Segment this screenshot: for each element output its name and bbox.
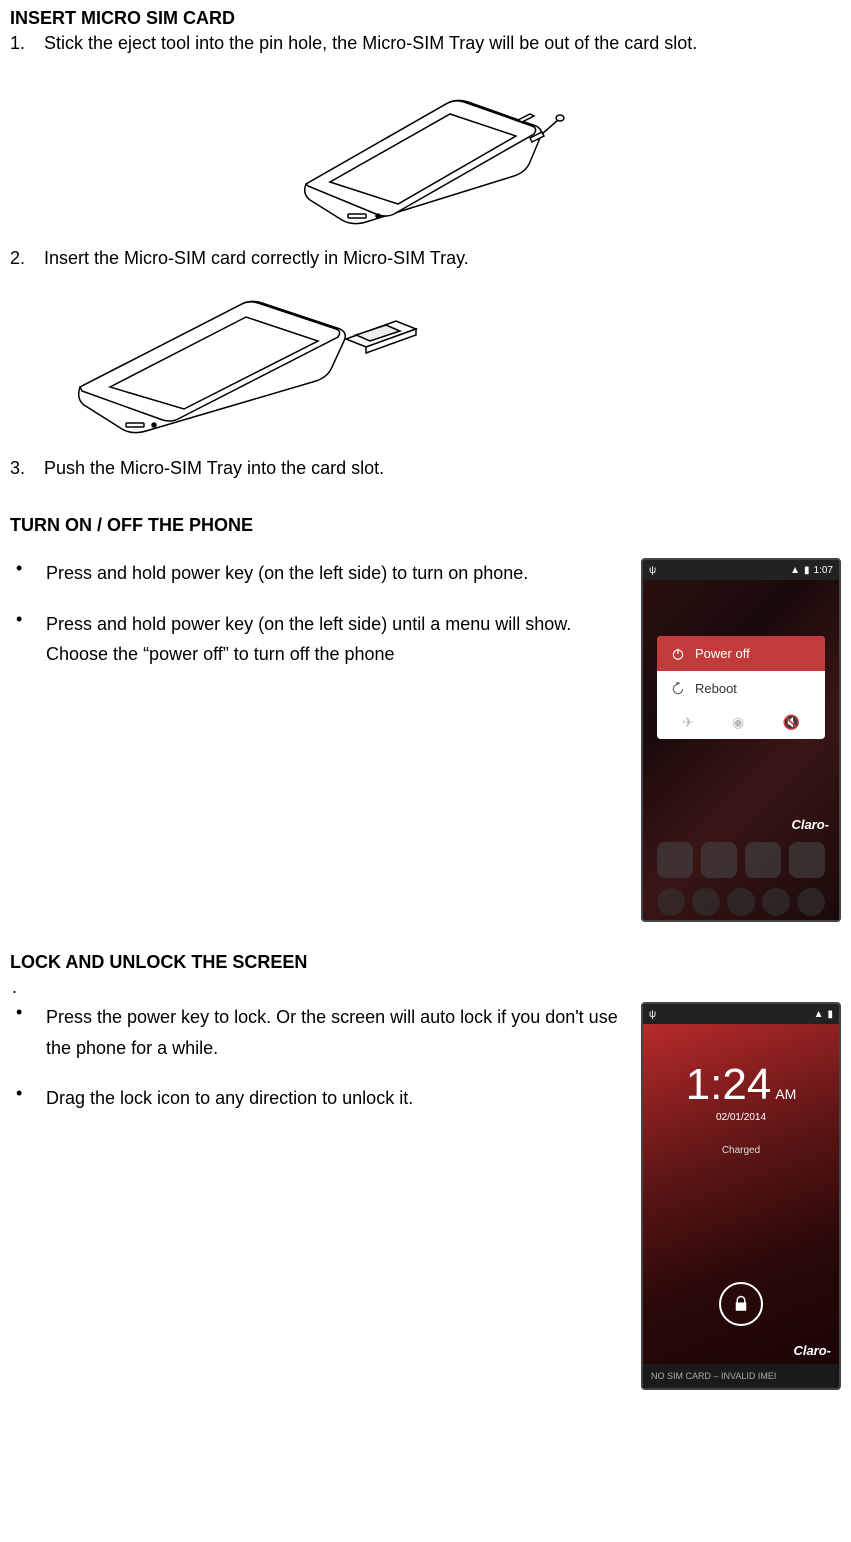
step-3-number: 3.	[10, 458, 44, 479]
lock-screen-screenshot: ψ ▲ ▮ 1:24AM 02/01/2014 Charged Claro-	[641, 1002, 841, 1390]
lock-icon[interactable]	[719, 1282, 763, 1326]
signal-icon: ▲	[790, 565, 800, 576]
dock-row	[653, 888, 829, 916]
lock-ampm: AM	[775, 1086, 796, 1102]
vibrate-icon[interactable]: ◉	[732, 714, 744, 731]
power-bullet-1-text: Press and hold power key (on the left si…	[46, 558, 621, 589]
claro-logo: Claro-	[793, 1343, 831, 1358]
lock-time-value: 1:24	[686, 1060, 772, 1109]
step-2-text: Insert the Micro-SIM card correctly in M…	[44, 248, 841, 269]
illustration-phone-eject	[10, 64, 841, 234]
power-bullets-area: • Press and hold power key (on the left …	[10, 558, 621, 690]
reboot-icon	[671, 682, 685, 696]
status-bar: ψ ▲ ▮	[643, 1004, 839, 1024]
lock-time: 1:24AM	[643, 1024, 839, 1110]
power-off-label: Power off	[695, 646, 750, 661]
battery-icon: ▮	[804, 565, 810, 576]
mute-icon[interactable]: 🔇	[782, 714, 799, 731]
power-menu-screenshot: ψ ▲ ▮ 1:07 Power off	[641, 558, 841, 922]
status-time: 1:07	[814, 565, 833, 576]
bullet-dot-icon: •	[16, 1083, 46, 1114]
lock-charged: Charged	[643, 1145, 839, 1156]
dock-icon	[727, 888, 755, 916]
power-menu: Power off Reboot ✈ ◉ 🔇	[657, 636, 825, 739]
lock-bullets-area: • Press the power key to lock. Or the sc…	[10, 1002, 621, 1134]
dock-icon	[692, 888, 720, 916]
section-heading-insert-sim: INSERT MICRO SIM CARD	[10, 8, 841, 29]
dock-icon	[797, 888, 825, 916]
phone-tray-svg	[70, 279, 430, 439]
lock-date: 02/01/2014	[643, 1112, 839, 1123]
step-3-text: Push the Micro-SIM Tray into the card sl…	[44, 458, 841, 479]
app-icon	[789, 842, 825, 878]
step-2-number: 2.	[10, 248, 44, 269]
app-row	[653, 842, 829, 878]
bullet-dot-icon: •	[16, 558, 46, 589]
power-bullet-1: • Press and hold power key (on the left …	[10, 558, 621, 589]
step-2: 2. Insert the Micro-SIM card correctly i…	[10, 248, 841, 269]
reboot-row[interactable]: Reboot	[657, 671, 825, 706]
bullet-dot-icon: •	[16, 1002, 46, 1063]
power-off-row[interactable]: Power off	[657, 636, 825, 671]
step-3: 3. Push the Micro-SIM Tray into the card…	[10, 458, 841, 479]
dock-icon	[657, 888, 685, 916]
signal-icon: ▲	[814, 1009, 824, 1020]
power-icon	[671, 647, 685, 661]
status-bar: ψ ▲ ▮ 1:07	[643, 560, 839, 580]
step-1: 1. Stick the eject tool into the pin hol…	[10, 33, 841, 54]
reboot-label: Reboot	[695, 681, 737, 696]
status-psi-icon: ψ	[649, 1009, 656, 1020]
padlock-icon	[732, 1295, 750, 1313]
lock-bullet-2-text: Drag the lock icon to any direction to u…	[46, 1083, 621, 1114]
app-icon	[657, 842, 693, 878]
menu-toggle-row: ✈ ◉ 🔇	[657, 706, 825, 739]
power-bullet-2: • Press and hold power key (on the left …	[10, 609, 621, 670]
lock-bottom-bar: NO SIM CARD – INVALID IMEI	[643, 1364, 839, 1388]
status-psi-icon: ψ	[649, 565, 656, 576]
battery-icon: ▮	[827, 1009, 833, 1020]
step-1-number: 1.	[10, 33, 44, 54]
claro-logo: Claro-	[791, 817, 829, 832]
illustration-phone-tray	[70, 279, 841, 444]
app-icon	[701, 842, 737, 878]
lock-bullet-2: • Drag the lock icon to any direction to…	[10, 1083, 621, 1114]
power-bullet-2-text: Press and hold power key (on the left si…	[46, 609, 621, 670]
dock-icon	[762, 888, 790, 916]
step-1-text: Stick the eject tool into the pin hole, …	[44, 33, 841, 54]
bullet-dot-icon: •	[16, 609, 46, 670]
phone-eject-svg	[286, 64, 566, 234]
app-icon	[745, 842, 781, 878]
lock-bullet-1: • Press the power key to lock. Or the sc…	[10, 1002, 621, 1063]
lock-bullet-1-text: Press the power key to lock. Or the scre…	[46, 1002, 621, 1063]
stray-dot: .	[10, 977, 841, 998]
section-heading-lock: LOCK AND UNLOCK THE SCREEN	[10, 952, 841, 973]
section-heading-power: TURN ON / OFF THE PHONE	[10, 515, 841, 536]
airplane-icon[interactable]: ✈	[682, 714, 694, 731]
no-sim-text: NO SIM CARD – INVALID IMEI	[651, 1371, 776, 1381]
